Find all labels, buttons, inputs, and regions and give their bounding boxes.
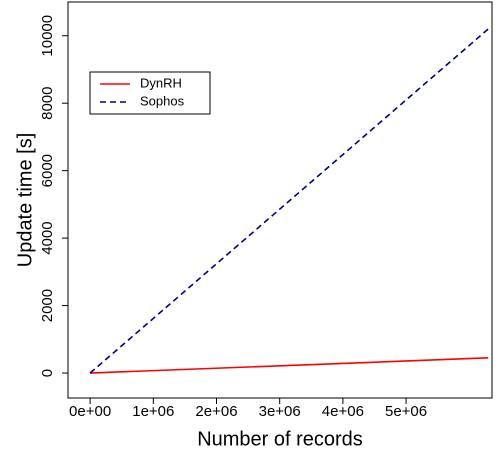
legend-label: DynRH <box>140 75 182 90</box>
y-tick-label: 2000 <box>39 289 56 322</box>
y-tick-label: 10000 <box>39 15 56 57</box>
x-tick-label: 3e+06 <box>259 403 301 420</box>
legend-label: Sophos <box>140 93 185 108</box>
y-tick-label: 0 <box>39 369 56 377</box>
x-tick-label: 5e+06 <box>385 403 427 420</box>
y-tick-label: 4000 <box>39 221 56 254</box>
plot-frame <box>67 1 493 399</box>
series-line <box>89 28 489 374</box>
x-axis-title: Number of records <box>197 428 363 450</box>
y-tick-label: 8000 <box>39 87 56 120</box>
x-tick-label: 4e+06 <box>322 403 364 420</box>
legend-box <box>89 71 211 115</box>
x-tick-label: 1e+06 <box>132 403 174 420</box>
x-tick-label: 0e+00 <box>69 403 111 420</box>
x-tick-label: 2e+06 <box>195 403 237 420</box>
y-tick-label: 6000 <box>39 154 56 187</box>
series-line <box>90 357 489 374</box>
y-axis-title: Update time [s] <box>14 133 36 268</box>
